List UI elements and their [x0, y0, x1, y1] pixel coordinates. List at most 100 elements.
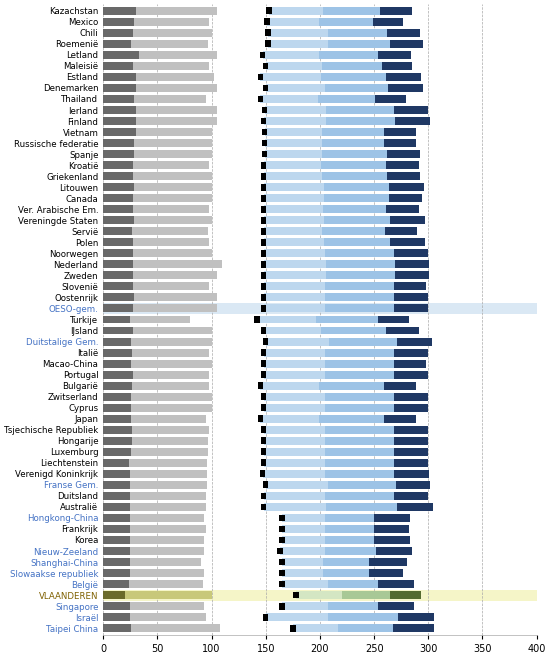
Bar — [103, 172, 133, 180]
Bar — [394, 249, 428, 257]
Bar — [262, 470, 326, 478]
Bar — [378, 316, 409, 324]
Bar — [321, 161, 386, 169]
Bar — [131, 338, 212, 345]
Bar — [328, 40, 390, 48]
Bar — [262, 107, 267, 113]
Bar — [134, 18, 210, 26]
Bar — [263, 426, 326, 434]
Bar — [103, 293, 134, 301]
Bar — [261, 404, 266, 411]
Bar — [260, 470, 265, 477]
Bar — [394, 282, 426, 290]
Bar — [103, 459, 129, 467]
Bar — [129, 459, 207, 467]
Bar — [329, 338, 397, 345]
Bar — [266, 7, 272, 14]
Bar — [133, 271, 217, 280]
Bar — [293, 592, 299, 599]
Bar — [130, 602, 204, 610]
Bar — [136, 128, 212, 136]
Bar — [373, 18, 403, 26]
Bar — [266, 84, 326, 92]
Bar — [261, 459, 266, 466]
Bar — [386, 205, 419, 213]
Bar — [103, 624, 131, 632]
Bar — [133, 305, 217, 313]
Bar — [132, 349, 210, 357]
Bar — [261, 426, 266, 433]
Bar — [387, 29, 420, 37]
Bar — [263, 338, 268, 345]
Bar — [326, 282, 394, 290]
Bar — [266, 481, 328, 489]
Bar — [326, 360, 394, 368]
Bar — [133, 261, 222, 268]
Bar — [261, 503, 266, 511]
Bar — [328, 613, 398, 621]
Bar — [261, 327, 266, 334]
Bar — [394, 459, 428, 467]
Bar — [257, 95, 263, 103]
Bar — [261, 118, 266, 124]
Bar — [103, 503, 130, 511]
Bar — [261, 206, 266, 213]
Bar — [279, 570, 285, 576]
Bar — [261, 371, 266, 378]
Bar — [321, 73, 386, 81]
Bar — [262, 139, 267, 147]
Bar — [103, 305, 133, 313]
Bar — [324, 194, 389, 202]
Bar — [326, 393, 394, 401]
Bar — [319, 382, 384, 390]
Bar — [261, 493, 266, 499]
Bar — [103, 29, 133, 37]
Bar — [395, 261, 430, 268]
Bar — [282, 580, 328, 588]
Bar — [394, 293, 428, 301]
Bar — [133, 62, 210, 70]
Bar — [319, 51, 378, 59]
Bar — [103, 95, 134, 103]
Bar — [103, 591, 125, 599]
Bar — [279, 559, 285, 565]
Bar — [261, 448, 266, 455]
Bar — [263, 261, 327, 268]
Bar — [263, 85, 268, 91]
Bar — [263, 227, 322, 236]
Bar — [133, 238, 210, 246]
Bar — [103, 303, 537, 314]
Bar — [394, 437, 428, 445]
Bar — [326, 249, 394, 257]
Bar — [386, 73, 421, 81]
Bar — [374, 536, 410, 544]
Bar — [131, 393, 212, 401]
Bar — [103, 161, 133, 169]
Bar — [327, 117, 395, 125]
Bar — [103, 426, 132, 434]
Bar — [133, 161, 210, 169]
Bar — [327, 503, 397, 511]
Bar — [326, 84, 388, 92]
Bar — [263, 172, 322, 180]
Bar — [326, 349, 394, 357]
Bar — [282, 558, 323, 566]
Bar — [326, 547, 376, 555]
Bar — [263, 492, 326, 500]
Bar — [263, 437, 326, 445]
Bar — [263, 205, 323, 213]
Bar — [130, 316, 190, 324]
Bar — [326, 448, 394, 456]
Bar — [103, 415, 131, 422]
Bar — [103, 40, 130, 48]
Bar — [263, 183, 324, 191]
Bar — [261, 305, 266, 312]
Bar — [262, 129, 267, 136]
Bar — [261, 239, 266, 245]
Bar — [103, 117, 136, 125]
Bar — [327, 271, 395, 280]
Bar — [394, 305, 428, 313]
Bar — [394, 370, 428, 378]
Bar — [394, 426, 428, 434]
Bar — [316, 316, 378, 324]
